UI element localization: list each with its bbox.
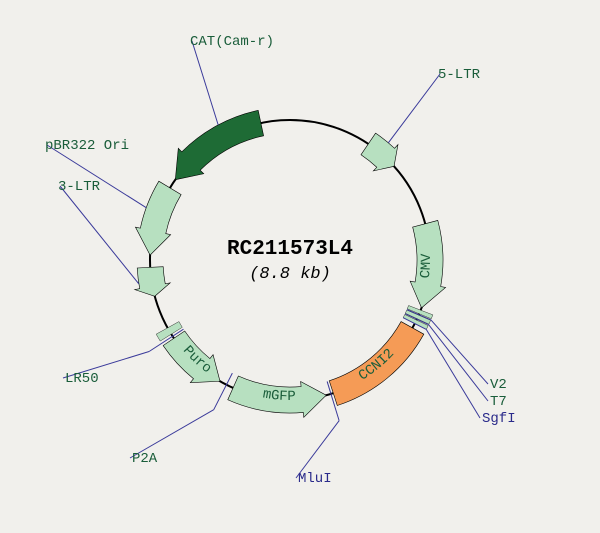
feature-label: 5-LTR [438,67,481,83]
site-label: P2A [132,451,158,467]
feature-label: pBR322 Ori [45,138,129,154]
site-label: SgfI [482,411,516,427]
feature-label: 3-LTR [58,179,101,195]
site-label: V2 [490,377,507,393]
site-label: MluI [298,471,332,487]
feature-label: CAT(Cam-r) [190,34,274,50]
feature-label: CMV [418,253,435,279]
site-label: T7 [490,394,507,410]
site-label: LR50 [65,371,99,387]
feature-label: mGFP [261,386,295,405]
plasmid-size: (8.8 kb) [249,265,331,284]
plasmid-name: RC211573L4 [227,238,353,261]
